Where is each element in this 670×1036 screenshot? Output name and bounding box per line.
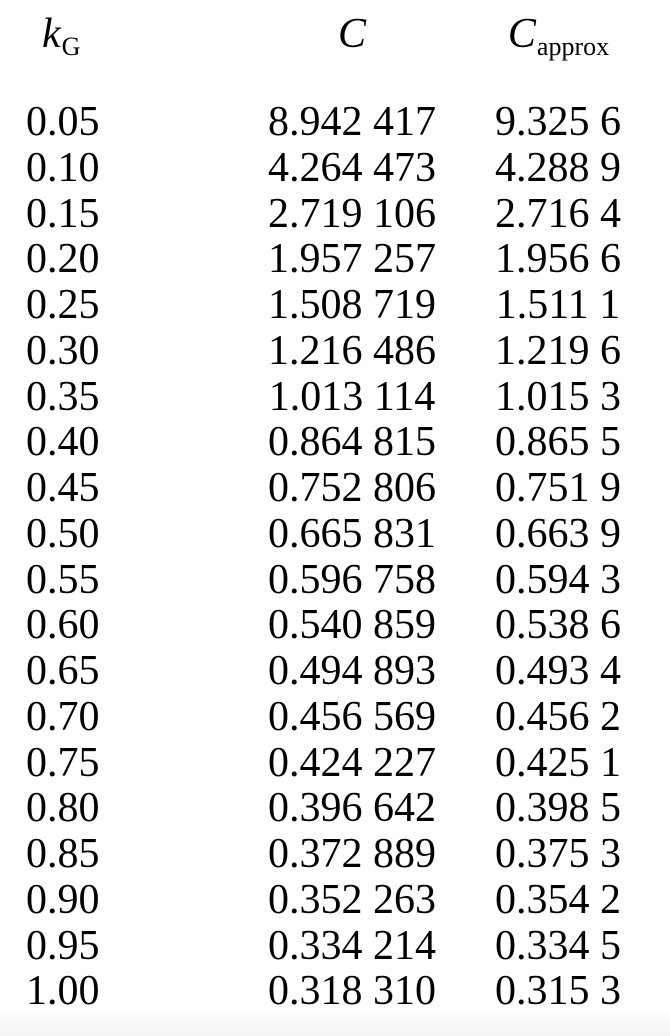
cell-kg-value: 0.90	[26, 876, 100, 923]
table-row: 0.40 0.864 815 0.865 5	[0, 419, 670, 466]
column-header-kg: kG	[26, 8, 106, 60]
cell-capprox-value: 1.956 6	[495, 236, 621, 283]
cell-c-value: 0.318 310	[268, 968, 436, 1015]
table-row: 0.90 0.352 263 0.354 2	[0, 876, 670, 924]
table-row: 0.95 0.334 214 0.334 5	[0, 922, 670, 970]
cell-c-value: 0.752 806	[268, 465, 436, 511]
cell-capprox-value: 1.219 6	[495, 327, 621, 374]
cell-kg-value: 0.10	[26, 144, 100, 191]
cell-c-value: 0.334 214	[268, 922, 436, 969]
cell-c-value: 1.508 719	[268, 282, 436, 328]
table-row: 0.60 0.540 859 0.538 6	[0, 602, 670, 649]
cell-kg-value: 0.05	[26, 99, 100, 145]
table-header-row: kG C Capprox	[0, 8, 670, 60]
cell-capprox-value: 0.334 5	[495, 922, 621, 969]
cell-kg-value: 0.75	[26, 739, 100, 786]
cell-c-value: 1.957 257	[268, 236, 436, 283]
column-header-capprox: Capprox	[488, 8, 628, 60]
cell-capprox-value: 4.288 9	[495, 144, 621, 191]
cell-c-value: 1.216 486	[268, 327, 436, 374]
cell-c-value: 1.013 114	[268, 373, 436, 420]
table-row: 0.05 8.942 417 9.325 6	[0, 99, 670, 146]
table-row: 0.45 0.752 806 0.751 9	[0, 465, 670, 512]
cell-c-value: 0.494 893	[268, 648, 436, 694]
cell-kg-value: 0.35	[26, 373, 100, 420]
cell-kg-value: 0.20	[26, 236, 100, 283]
table-row: 0.85 0.372 889 0.375 3	[0, 831, 670, 878]
table-row: 0.30 1.216 486 1.219 6	[0, 327, 670, 375]
cell-capprox-value: 0.456 2	[495, 693, 621, 740]
table-row: 1.00 0.318 310 0.315 3	[0, 968, 670, 1015]
cell-c-value: 0.396 642	[268, 785, 436, 832]
column-header-kg-symbol: k	[42, 11, 61, 57]
cell-capprox-value: 0.398 5	[495, 785, 621, 832]
cell-kg-value: 1.00	[26, 968, 100, 1015]
cell-capprox-value: 0.751 9	[495, 465, 621, 511]
cell-capprox-value: 2.716 4	[495, 190, 621, 237]
cell-capprox-value: 0.315 3	[495, 968, 621, 1015]
cell-capprox-value: 1.511 1	[495, 282, 621, 328]
header-spacer-1	[106, 8, 252, 60]
cell-capprox-value: 0.354 2	[495, 876, 621, 923]
table-row: 0.80 0.396 642 0.398 5	[0, 785, 670, 832]
cell-c-value: 2.719 106	[268, 190, 436, 237]
cell-c-value: 0.352 263	[268, 876, 436, 923]
column-header-capprox-subscript: approx	[536, 32, 610, 61]
column-header-c: C	[252, 8, 452, 60]
column-header-capprox-symbol: C	[507, 11, 536, 57]
cell-kg-value: 0.50	[26, 510, 100, 557]
cell-kg-value: 0.95	[26, 922, 100, 969]
cell-kg-value: 0.55	[26, 556, 100, 603]
column-header-c-symbol: C	[337, 11, 366, 57]
table-row: 0.75 0.424 227 0.425 1	[0, 739, 670, 787]
page-bottom-edge	[0, 1012, 670, 1036]
table-row: 0.35 1.013 114 1.015 3	[0, 373, 670, 421]
cell-kg-value: 0.60	[26, 602, 100, 649]
column-header-kg-subscript: G	[61, 32, 81, 61]
table-row: 0.25 1.508 719 1.511 1	[0, 282, 670, 329]
table-row: 0.10 4.264 473 4.288 9	[0, 144, 670, 192]
cell-kg-value: 0.25	[26, 282, 100, 328]
table-row: 0.65 0.494 893 0.493 4	[0, 648, 670, 695]
cell-c-value: 0.665 831	[268, 510, 436, 557]
cell-c-value: 0.540 859	[268, 602, 436, 649]
table-row: 0.15 2.719 106 2.716 4	[0, 190, 670, 238]
cell-kg-value: 0.45	[26, 465, 100, 511]
cell-c-value: 0.372 889	[268, 831, 436, 877]
table-body: 0.05 8.942 417 9.325 6 0.10 4.264 473 4.…	[0, 99, 670, 1015]
cell-c-value: 4.264 473	[268, 144, 436, 191]
cell-kg-value: 0.15	[26, 190, 100, 237]
cell-capprox-value: 0.865 5	[495, 419, 621, 466]
cell-c-value: 0.596 758	[268, 556, 436, 603]
cell-capprox-value: 0.425 1	[495, 739, 621, 786]
cell-kg-value: 0.40	[26, 419, 100, 466]
cell-kg-value: 0.65	[26, 648, 100, 694]
cell-c-value: 0.864 815	[268, 419, 436, 466]
cell-kg-value: 0.30	[26, 327, 100, 374]
cell-kg-value: 0.80	[26, 785, 100, 832]
cell-kg-value: 0.85	[26, 831, 100, 877]
cell-capprox-value: 0.375 3	[495, 831, 621, 877]
cell-capprox-value: 0.493 4	[495, 648, 621, 694]
cell-c-value: 8.942 417	[268, 99, 436, 145]
cell-capprox-value: 9.325 6	[495, 99, 621, 145]
cell-capprox-value: 1.015 3	[495, 373, 621, 420]
cell-c-value: 0.456 569	[268, 693, 436, 740]
cell-c-value: 0.424 227	[268, 739, 436, 786]
table-row: 0.50 0.665 831 0.663 9	[0, 510, 670, 558]
header-spacer-2	[452, 8, 488, 60]
cell-capprox-value: 0.538 6	[495, 602, 621, 649]
table-row: 0.55 0.596 758 0.594 3	[0, 556, 670, 604]
cell-capprox-value: 0.594 3	[495, 556, 621, 603]
table-row: 0.70 0.456 569 0.456 2	[0, 693, 670, 741]
cell-kg-value: 0.70	[26, 693, 100, 740]
table-row: 0.20 1.957 257 1.956 6	[0, 236, 670, 283]
cell-capprox-value: 0.663 9	[495, 510, 621, 557]
